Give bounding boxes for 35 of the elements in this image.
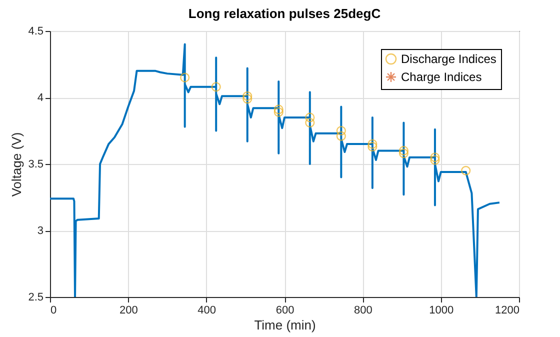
point (430, 152, 440, 162)
point (430, 155, 440, 165)
legend-label: Charge Indices (401, 70, 482, 84)
point (398, 146, 408, 156)
y-tick-label: 4 (37, 92, 44, 104)
x-tick-label: 1200 (495, 304, 520, 316)
point (242, 94, 252, 104)
line-series (50, 43, 500, 297)
point (368, 142, 378, 152)
point (211, 82, 221, 92)
point (336, 126, 346, 136)
point (461, 166, 471, 176)
point (305, 118, 315, 128)
x-tick-label: 1000 (429, 304, 454, 316)
y-tick-label: 2.5 (28, 292, 44, 304)
legend-label: Discharge Indices (401, 52, 496, 66)
y-tick-label: 4.5 (28, 26, 44, 38)
x-tick-label: 600 (276, 304, 294, 316)
x-tick-label: 0 (50, 304, 57, 316)
x-axis-title: Time (min) (254, 318, 316, 332)
x-tick-label: 400 (198, 304, 216, 316)
point (274, 107, 284, 117)
point (368, 139, 378, 149)
y-tick-label: 3 (37, 225, 44, 237)
x-tick-label: 200 (119, 304, 138, 316)
y-tick-label: 3.5 (28, 158, 44, 170)
point (336, 131, 346, 141)
point (242, 91, 252, 101)
x-tick-label: 800 (354, 304, 372, 316)
y-axis-title: Voltage (V) (9, 132, 24, 197)
chart-title: Long relaxation pulses 25degC (188, 6, 382, 21)
point (180, 72, 190, 82)
point (398, 148, 408, 158)
point (305, 112, 315, 122)
point (274, 104, 284, 114)
